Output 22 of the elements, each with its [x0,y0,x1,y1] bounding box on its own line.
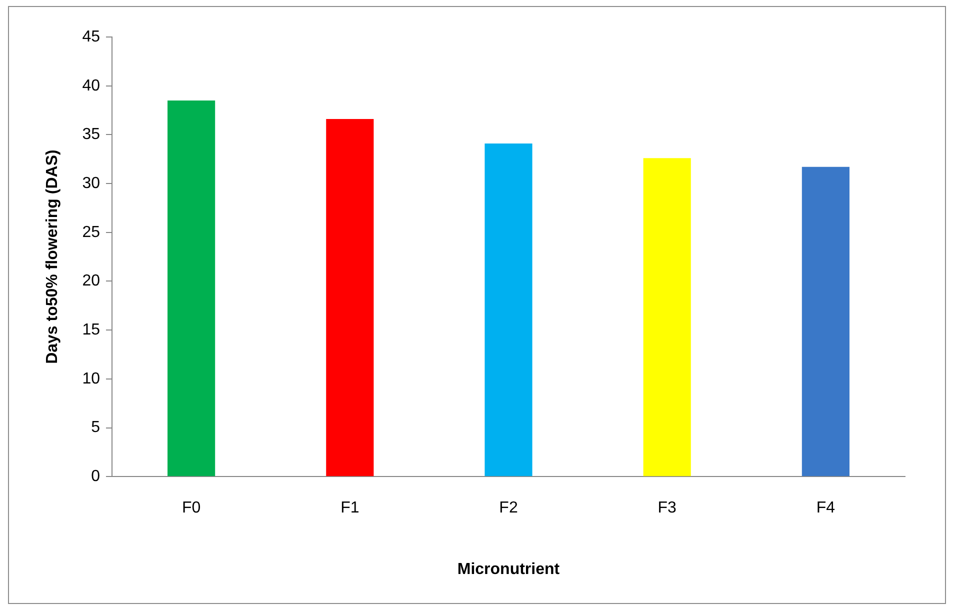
y-tick-label: 40 [82,77,100,94]
y-axis-title: Days to50% flowering (DAS) [44,150,62,364]
bar [643,158,691,476]
x-tick-label: F1 [340,500,360,517]
y-tick-label: 0 [91,468,100,486]
x-axis-title: Micronutrient [457,560,560,578]
bar [168,100,216,476]
x-tick-label: F4 [816,500,836,517]
x-tick-label: F3 [658,500,677,517]
x-tick-label: F2 [499,500,518,517]
y-tick-label: 10 [82,370,100,388]
bar [484,143,532,476]
y-tick-label: 35 [82,126,100,144]
y-tick-label: 20 [82,272,100,290]
y-tick-label: 45 [82,28,100,46]
x-tick-label: F0 [182,500,201,517]
y-tick-label: 25 [82,224,100,241]
y-tick-label: 30 [82,174,100,192]
bar [326,119,374,476]
bar [802,166,850,476]
y-tick-label: 15 [82,321,100,338]
y-tick-label: 5 [91,419,100,436]
